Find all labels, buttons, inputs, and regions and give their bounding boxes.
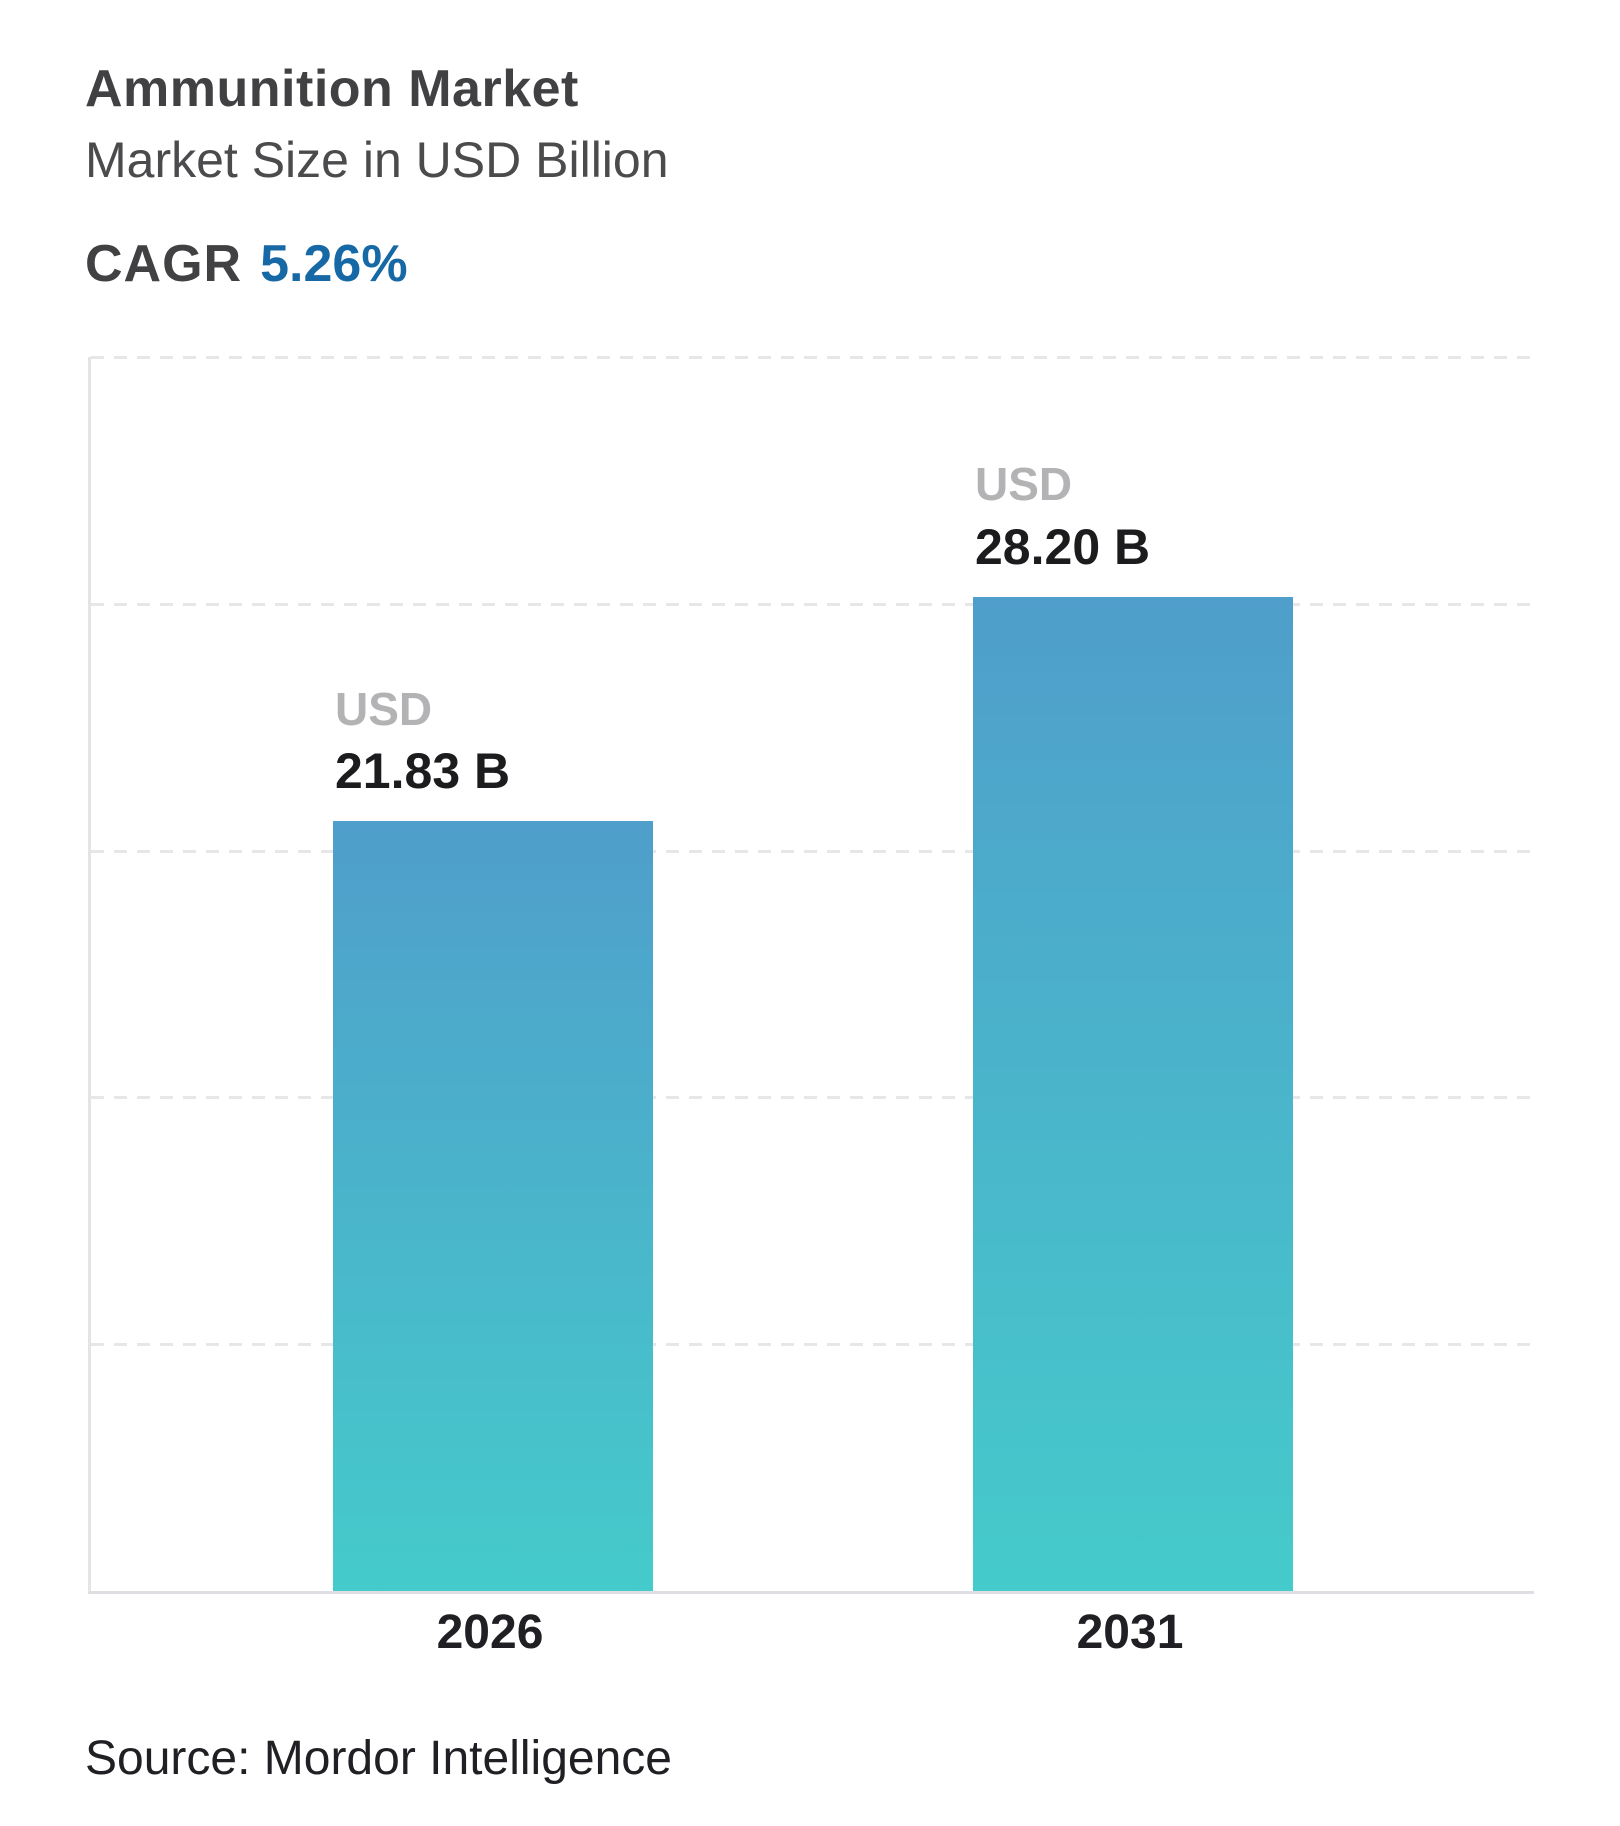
chart-subtitle: Market Size in USD Billion xyxy=(85,131,669,188)
x-tick-2026: 2026 xyxy=(436,1606,544,1659)
bar-currency-2026: USD xyxy=(335,682,433,735)
chart-title: Ammunition Market xyxy=(85,60,579,118)
bar-value-2031: 28.20 B xyxy=(975,518,1151,575)
bar-2031 xyxy=(973,596,1293,1591)
bar-currency-2031: USD xyxy=(975,458,1073,511)
gridline xyxy=(91,602,1531,606)
bar-label-2031: USD 28.20 B xyxy=(975,459,1150,575)
bar-group-2031: USD 28.20 B xyxy=(973,357,1293,1591)
cagr-value: 5.26% xyxy=(260,234,408,293)
cagr-row: CAGR 5.26% xyxy=(85,233,669,295)
cagr-label: CAGR xyxy=(85,234,243,293)
gridline xyxy=(91,1343,1531,1347)
bar-value-2026: 21.83 B xyxy=(335,743,511,800)
gridline xyxy=(91,849,1531,853)
gridline xyxy=(91,1096,1531,1100)
x-tick-2031: 2031 xyxy=(1076,1606,1184,1659)
bar-label-2026: USD 21.83 B xyxy=(335,684,510,800)
gridline xyxy=(91,356,1531,359)
plot-area: USD 21.83 B USD 28.20 B xyxy=(88,356,1534,1594)
source-note: Source: Mordor Intelligence xyxy=(85,1732,672,1785)
bar-2026 xyxy=(333,821,653,1591)
bar-group-2026: USD 21.83 B xyxy=(333,357,653,1591)
chart-header: Ammunition Market Market Size in USD Bil… xyxy=(85,56,669,295)
